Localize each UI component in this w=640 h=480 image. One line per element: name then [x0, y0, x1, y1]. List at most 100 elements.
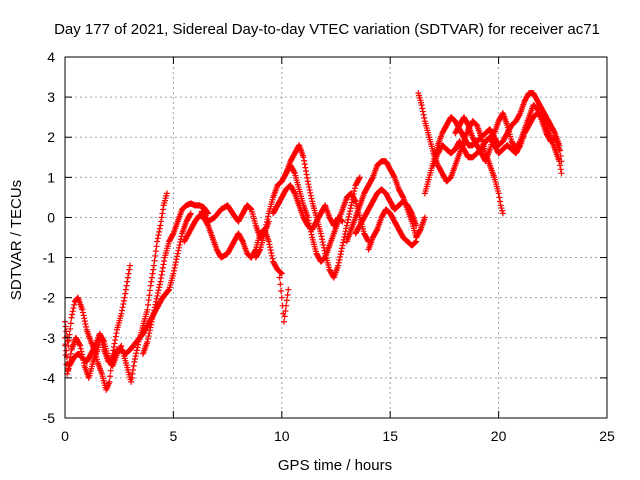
data-point [154, 290, 161, 297]
data-point [205, 210, 212, 217]
data-point [163, 190, 170, 197]
data-point [149, 270, 156, 277]
data-points [62, 90, 565, 393]
axis-ticks: 0 5 10 15 20 25 -5 -4 -3 -2 -1 0 1 2 3 4 [43, 49, 615, 444]
data-point [308, 231, 315, 238]
data-point [304, 214, 311, 221]
data-point [67, 325, 74, 332]
data-point [158, 275, 165, 282]
data-point [156, 284, 163, 291]
data-point [304, 178, 311, 185]
data-point [170, 270, 177, 277]
data-point [144, 338, 151, 345]
data-point [347, 205, 354, 212]
data-point [119, 304, 126, 311]
data-point [551, 129, 558, 136]
data-point [145, 335, 152, 342]
data-point [91, 343, 98, 350]
data-point [118, 310, 125, 317]
data-point [187, 211, 194, 218]
data-point [107, 367, 114, 374]
data-point [173, 256, 180, 263]
data-point [262, 224, 269, 231]
data-point [390, 173, 397, 180]
data-point [301, 157, 308, 164]
data-point [267, 247, 274, 254]
data-point [302, 164, 309, 171]
data-point [154, 235, 161, 242]
data-point [346, 211, 353, 218]
data-point [516, 111, 523, 118]
data-point [158, 218, 165, 225]
data-point [71, 301, 78, 308]
data-point [419, 108, 426, 115]
data-point [420, 111, 427, 118]
data-point [111, 340, 118, 347]
data-point [154, 238, 161, 245]
data-point [153, 298, 160, 305]
y-tick-label: -4 [43, 370, 56, 386]
data-point [556, 158, 563, 165]
data-point [278, 287, 285, 294]
data-point [171, 267, 178, 274]
data-point [62, 323, 69, 330]
data-point [416, 227, 423, 234]
data-point [337, 253, 344, 260]
y-tick-label: -5 [43, 410, 56, 426]
data-point [268, 252, 275, 259]
data-point [158, 271, 165, 278]
data-point [146, 287, 153, 294]
data-point [269, 255, 276, 262]
y-tick-label: 4 [47, 49, 55, 65]
data-point [146, 327, 153, 334]
data-point [153, 243, 160, 250]
data-point [77, 342, 84, 349]
data-point [265, 213, 272, 220]
data-point [151, 257, 158, 264]
data-point [113, 330, 120, 337]
data-point [276, 274, 283, 281]
data-point [268, 249, 275, 256]
data-point [76, 341, 83, 348]
data-point [159, 210, 166, 217]
data-point [151, 307, 158, 314]
data-point [319, 239, 326, 246]
data-point [351, 185, 358, 192]
data-point [176, 241, 183, 248]
data-point [261, 230, 268, 237]
data-point [305, 181, 312, 188]
data-point [373, 227, 380, 234]
data-point [278, 270, 285, 277]
data-point [134, 344, 141, 351]
data-point [81, 318, 88, 325]
data-point [106, 378, 113, 385]
data-point [344, 219, 351, 226]
data-point [77, 345, 84, 352]
data-point [62, 352, 69, 359]
data-point [147, 324, 154, 331]
data-point [64, 368, 71, 375]
data-point [169, 231, 176, 238]
data-point [256, 247, 263, 254]
y-tick-label: 3 [47, 89, 55, 105]
data-point [127, 262, 134, 269]
data-point [516, 139, 523, 146]
data-point [399, 193, 406, 200]
data-point [133, 347, 140, 354]
data-point [175, 244, 182, 251]
data-point [262, 227, 269, 234]
data-point [264, 216, 271, 223]
data-point [320, 241, 327, 248]
data-point [308, 195, 315, 202]
data-point [133, 350, 140, 357]
data-point [418, 102, 425, 109]
data-point [307, 192, 314, 199]
data-point [149, 315, 156, 322]
data-point [338, 248, 345, 255]
data-point [278, 294, 285, 301]
data-point [150, 310, 157, 317]
data-point [305, 217, 312, 224]
data-point [82, 321, 89, 328]
data-point [283, 302, 290, 309]
